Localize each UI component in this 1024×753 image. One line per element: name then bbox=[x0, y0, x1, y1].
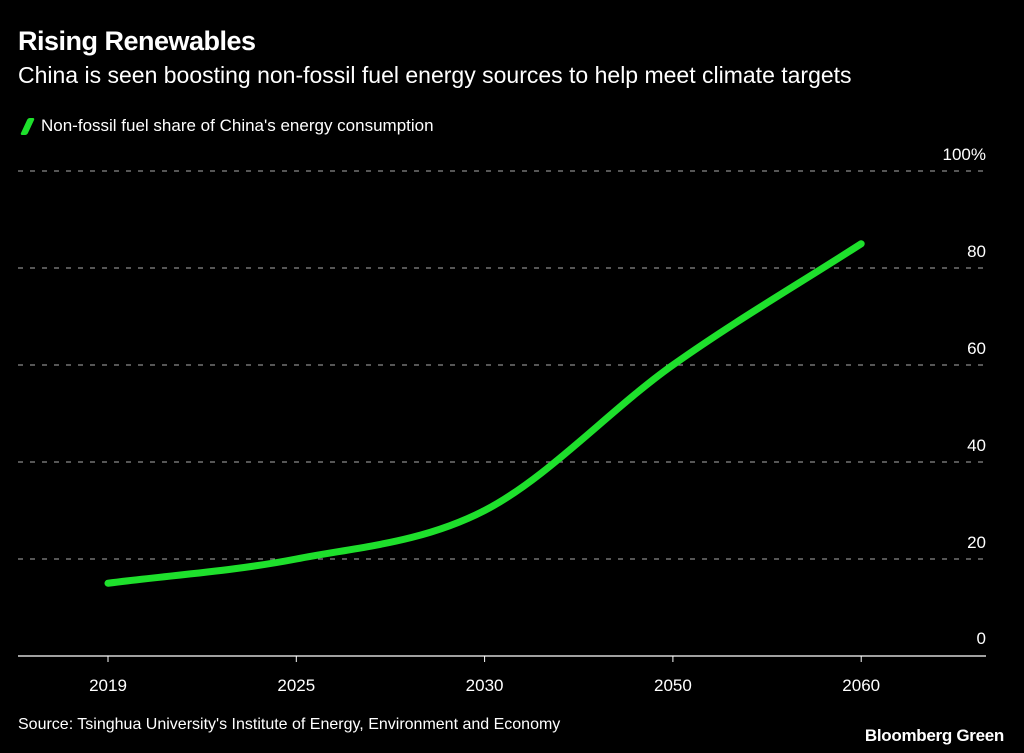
x-tick-label: 2019 bbox=[89, 676, 127, 695]
y-tick-label: 0 bbox=[977, 629, 986, 648]
legend: Non-fossil fuel share of China's energy … bbox=[18, 116, 434, 136]
brand-logo: Bloomberg Green bbox=[864, 726, 1004, 745]
y-tick-label: 100% bbox=[943, 145, 986, 164]
x-tick-label: 2060 bbox=[842, 676, 880, 695]
chart-title: Rising Renewables bbox=[18, 26, 256, 56]
y-tick-label: 40 bbox=[967, 436, 986, 455]
x-tick-label: 2025 bbox=[277, 676, 315, 695]
x-tick-label: 2050 bbox=[654, 676, 692, 695]
legend-label: Non-fossil fuel share of China's energy … bbox=[41, 116, 434, 135]
y-tick-label: 80 bbox=[967, 242, 986, 261]
y-tick-label: 60 bbox=[967, 339, 986, 358]
chart-subtitle: China is seen boosting non-fossil fuel e… bbox=[18, 62, 852, 88]
y-tick-label: 20 bbox=[967, 533, 986, 552]
series-line bbox=[104, 240, 865, 587]
x-tick-label: 2030 bbox=[466, 676, 504, 695]
source-note: Source: Tsinghua University's Institute … bbox=[18, 716, 561, 733]
